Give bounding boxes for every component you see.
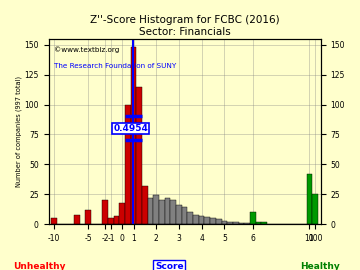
Bar	[159, 200, 165, 224]
Bar	[114, 216, 120, 224]
Bar	[244, 223, 250, 224]
Bar	[221, 221, 227, 224]
Bar	[51, 218, 57, 224]
Bar	[188, 212, 193, 224]
Bar	[239, 223, 244, 224]
Bar	[108, 218, 114, 224]
Bar	[216, 219, 221, 224]
Bar	[193, 215, 199, 224]
Text: ©www.textbiz.org: ©www.textbiz.org	[54, 46, 119, 53]
Bar	[307, 174, 312, 224]
Bar	[312, 194, 318, 224]
Y-axis label: Number of companies (997 total): Number of companies (997 total)	[15, 76, 22, 187]
Bar	[165, 198, 170, 224]
Bar	[148, 198, 153, 224]
Bar	[261, 222, 267, 224]
Bar	[153, 195, 159, 224]
Bar	[125, 104, 131, 224]
Bar	[227, 222, 233, 224]
Bar	[204, 217, 210, 224]
Text: Score: Score	[155, 262, 184, 270]
Bar	[256, 222, 261, 224]
Bar	[85, 210, 91, 224]
Title: Z''-Score Histogram for FCBC (2016)
Sector: Financials: Z''-Score Histogram for FCBC (2016) Sect…	[90, 15, 279, 37]
Bar	[250, 212, 256, 224]
Text: 0.4954: 0.4954	[113, 124, 148, 133]
Bar	[136, 87, 142, 224]
Text: Unhealthy: Unhealthy	[13, 262, 66, 270]
Bar	[182, 207, 188, 224]
Bar	[120, 202, 125, 224]
Bar	[74, 215, 80, 224]
Bar	[142, 186, 148, 224]
Bar	[233, 222, 239, 224]
Bar	[102, 200, 108, 224]
Text: The Research Foundation of SUNY: The Research Foundation of SUNY	[54, 63, 176, 69]
Text: Healthy: Healthy	[301, 262, 340, 270]
Bar	[131, 47, 136, 224]
Bar	[199, 216, 204, 224]
Bar	[210, 218, 216, 224]
Bar	[170, 200, 176, 224]
Bar	[176, 205, 182, 224]
